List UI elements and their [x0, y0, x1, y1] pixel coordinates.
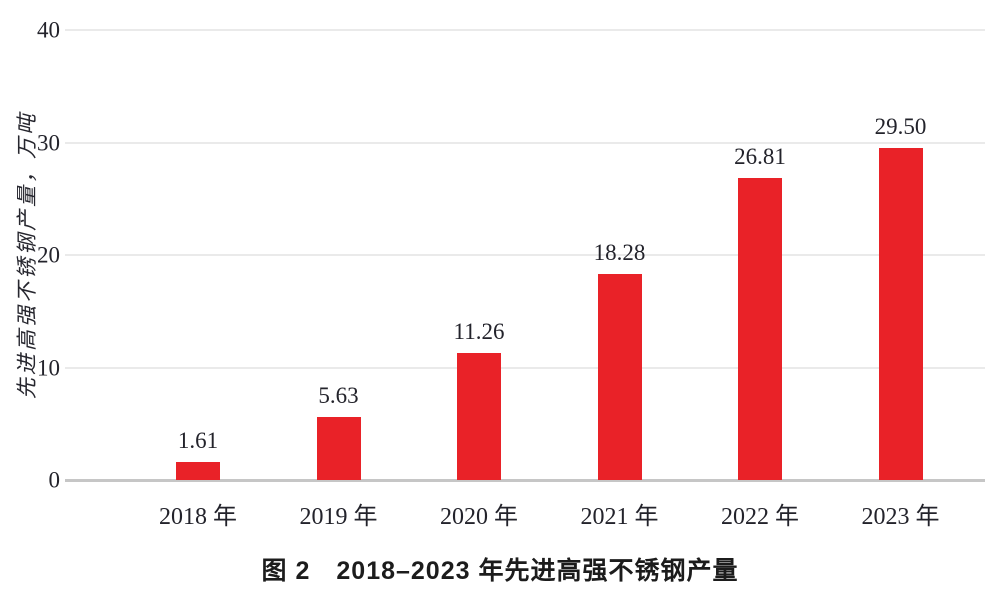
y-tick-label-0: 0 — [48, 467, 61, 493]
gridline-40 — [65, 29, 985, 31]
value-label-2019 年: 5.63 — [318, 382, 359, 408]
bar-2021 年 — [597, 274, 642, 480]
gridline-30 — [65, 141, 985, 144]
value-label-2018 年: 1.61 — [177, 427, 219, 453]
bar-2023 年 — [878, 148, 923, 480]
bar-2018 年 — [176, 461, 220, 480]
y-tick-label-40: 40 — [37, 17, 60, 43]
value-label-2022 年: 26.81 — [734, 144, 786, 170]
bar-2019 年 — [316, 416, 361, 480]
y-tick-label-10: 10 — [37, 355, 60, 380]
y-tick-label-20: 20 — [37, 242, 60, 268]
x-axis-line — [65, 479, 985, 482]
x-tick-label-2020 年: 2020 年 — [440, 504, 518, 530]
value-label-2020 年: 11.26 — [453, 319, 505, 345]
x-tick-label-2018 年: 2018 年 — [159, 504, 237, 530]
x-tick-label-2021 年: 2021 年 — [580, 504, 659, 530]
bar-2022 年 — [738, 178, 782, 480]
y-axis-ticks: 0 10 20 30 40 — [18, 19, 60, 492]
x-tick-label-2022 年: 2022 年 — [721, 504, 799, 530]
figure-caption: 图 2 2018–2023 年先进高强不锈钢产量 — [261, 557, 739, 585]
x-tick-label-2023 年: 2023 年 — [861, 504, 940, 530]
gridline-20 — [65, 254, 985, 256]
bar-2020 年 — [457, 353, 501, 480]
plot-area: 1.61 2018 年 5.63 2019 年 11.26 2020 年 18.28 2021… — [65, 29, 985, 530]
value-label-2021 年: 18.28 — [593, 240, 646, 266]
value-label-2023 年: 29.50 — [874, 114, 927, 140]
x-tick-label-2019 年: 2019 年 — [299, 504, 378, 530]
y-tick-label-30: 30 — [37, 130, 60, 155]
gridline-10 — [65, 366, 985, 369]
